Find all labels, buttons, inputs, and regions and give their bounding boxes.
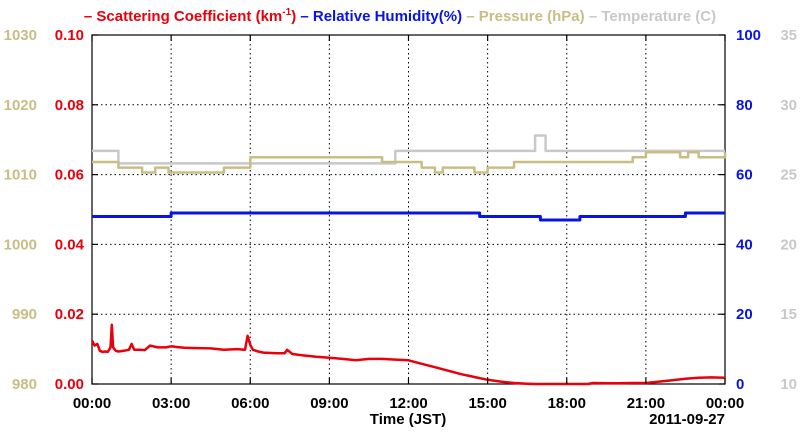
y-tick-label-temperature: 10 [780,376,797,393]
y-tick-label-temperature: 25 [780,167,797,184]
legend-label: Pressure (hPa) [479,8,585,25]
y-tick-label-humidity: 20 [736,306,753,323]
y-tick-label-humidity: 40 [736,236,753,253]
y-tick-label-scattering: 0.02 [55,306,84,323]
x-tick-label: 00:00 [706,395,744,412]
x-tick-label: 03:00 [152,395,190,412]
legend: – Scattering Coefficient (km-1) – Relati… [84,7,716,25]
y-tick-label-scattering: 0.08 [55,97,84,114]
legend-label-superscript: -1 [282,7,291,18]
y-tick-label-temperature: 15 [780,306,797,323]
y-tick-label-pressure: 1030 [4,27,37,44]
series-layer [90,134,727,386]
y-tick-label-temperature: 30 [780,97,797,114]
x-tick-label: 21:00 [627,395,665,412]
y-tick-label-humidity: 100 [736,27,761,44]
x-tick-label: 06:00 [231,395,269,412]
grid [92,35,725,384]
y-tick-label-scattering: 0.04 [55,236,85,253]
x-tick-label: 18:00 [548,395,586,412]
legend-label: Scattering Coefficient (km [96,8,282,25]
x-tick-label: 15:00 [468,395,506,412]
series-line-humidity [92,211,725,222]
y-tick-label-pressure: 1020 [4,97,37,114]
y-tick-label-pressure: 1010 [4,167,37,184]
series-line-pressure [92,151,727,174]
y-tick-label-temperature: 35 [780,27,797,44]
legend-dash: – [84,8,97,25]
legend-label: Relative Humidity(%) [313,8,462,25]
legend-dash: – [585,8,602,25]
y-tick-label-pressure: 1000 [4,236,37,253]
date-label: 2011-09-27 [649,411,725,428]
legend-dash: – [296,8,313,25]
legend-label: Temperature (C) [601,8,716,25]
y-tick-label-humidity: 0 [736,376,744,393]
plot-frame [91,34,726,385]
y-tick-label-humidity: 80 [736,97,753,114]
y-tick-label-scattering: 0.06 [55,167,84,184]
y-tick-label-temperature: 20 [780,236,797,253]
x-tick-label: 12:00 [389,395,427,412]
legend-dash: – [462,8,479,25]
y-tick-label-scattering: 0.00 [55,376,84,393]
series-line-temperature [92,134,725,165]
y-tick-label-pressure: 980 [12,376,37,393]
y-tick-label-scattering: 0.10 [55,27,84,44]
legend-label-end: ) [291,8,296,25]
legend-text: – Scattering Coefficient (km-1) – Relati… [84,7,716,25]
y-tick-label-pressure: 990 [12,306,37,323]
ticks-layer: 00:00 03:00 06:00 09:00 12:00 15:00 18:00 21:00… [4,27,797,412]
x-tick-label: 00:00 [73,395,111,412]
series-line-scattering [90,323,726,386]
x-axis-label: Time (JST) [370,411,446,428]
x-tick-label: 09:00 [310,395,348,412]
y-tick-label-humidity: 60 [736,167,753,184]
